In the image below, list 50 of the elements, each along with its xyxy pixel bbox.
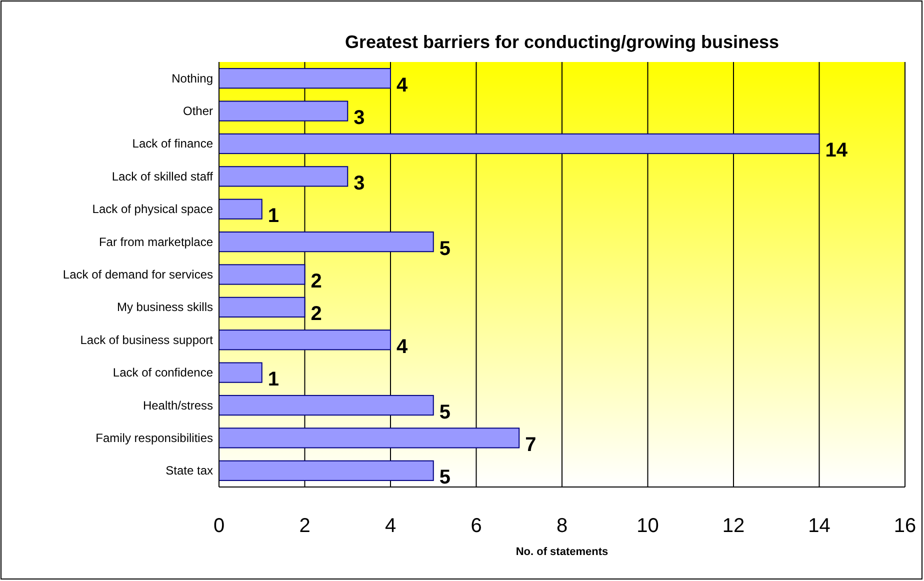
- bar: [218, 68, 391, 89]
- x-tick-label: 16: [894, 515, 916, 537]
- y-tick-label: Health/stress: [142, 398, 213, 412]
- y-tick-label: Far from marketplace: [98, 234, 214, 249]
- y-tick-label: Lack of skilled staff: [112, 169, 214, 184]
- y-tick-label: Lack of confidence: [112, 366, 214, 380]
- bar: [218, 198, 262, 220]
- y-tick-label: My business skills: [116, 300, 213, 314]
- y-tick-label: Lack of finance: [132, 136, 214, 151]
- bar: [218, 394, 434, 416]
- bar: [218, 100, 348, 122]
- bar: [218, 362, 262, 383]
- bar: [218, 428, 520, 448]
- y-tick-label: Lack of demand for services: [62, 268, 213, 282]
- data-label: 7: [525, 434, 536, 456]
- data-label: 5: [439, 466, 450, 489]
- bar: [218, 133, 820, 154]
- x-tick-label: 4: [384, 515, 396, 537]
- x-tick-label: 0: [213, 515, 225, 537]
- y-tick-label: Nothing: [172, 71, 213, 86]
- bar: [218, 166, 348, 187]
- bar: [218, 232, 434, 252]
- y-tick-label: Lack of physical space: [92, 202, 214, 216]
- x-tick-label: 12: [722, 515, 745, 537]
- data-label: 2: [310, 303, 322, 326]
- x-axis-title: No. of statements: [516, 546, 608, 558]
- x-tick-label: 14: [808, 515, 830, 537]
- x-tick-label: 2: [299, 515, 310, 537]
- data-label: 1: [268, 205, 279, 228]
- data-label: 3: [354, 172, 365, 194]
- data-label: 4: [396, 336, 408, 358]
- data-label: 5: [439, 238, 450, 260]
- y-tick-label: Lack of business support: [80, 332, 214, 347]
- bar: [218, 460, 434, 481]
- bar: [218, 264, 306, 285]
- bar: [218, 330, 391, 350]
- chart-title: Greatest barriers for conducting/growing business: [344, 32, 780, 52]
- data-label: 3: [354, 107, 365, 130]
- y-tick-label: Family responsibilities: [96, 430, 213, 445]
- data-label: 2: [310, 270, 322, 292]
- x-tick-label: 8: [556, 515, 568, 537]
- x-tick-label: 6: [470, 515, 482, 537]
- y-tick-label: State tax: [166, 464, 213, 478]
- bar: [218, 296, 306, 318]
- y-tick-label: Other: [182, 104, 213, 118]
- data-label: 14: [825, 140, 848, 162]
- data-label: 1: [268, 368, 279, 391]
- data-label: 5: [439, 401, 450, 424]
- x-tick-label: 10: [636, 515, 659, 537]
- data-label: 4: [396, 74, 408, 96]
